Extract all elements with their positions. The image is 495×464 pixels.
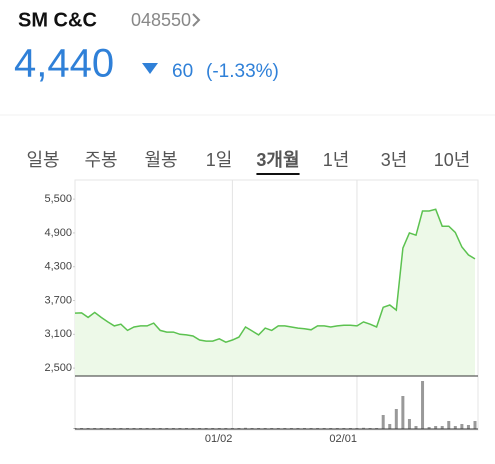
volume-bar <box>407 419 411 429</box>
volume-bar <box>473 421 477 429</box>
plot-frame <box>74 179 479 431</box>
tab-bar: 일봉 주봉 월봉 1일 3개월 1년 3년 10년 <box>26 150 471 175</box>
volume-bar <box>414 426 418 429</box>
price-area <box>75 209 475 376</box>
volume-bar <box>394 409 398 429</box>
tab[interactable]: 1년 <box>323 150 350 170</box>
tab[interactable]: 주봉 <box>84 150 117 170</box>
x-tick-label: 01/02 <box>205 433 233 445</box>
y-tick-label: 3,700 <box>44 294 72 306</box>
change-rate: (-1.33%) <box>206 61 279 82</box>
volume-bar <box>453 426 457 429</box>
tab[interactable]: 1일 <box>206 150 233 170</box>
x-tick-label: 02/01 <box>329 433 357 445</box>
stock-name: SM C&C <box>18 9 97 31</box>
volume-bar <box>362 427 366 429</box>
volume-bar <box>401 396 405 429</box>
price-line <box>74 208 476 344</box>
y-tick-label: 4,300 <box>44 261 72 273</box>
y-tick-label: 4,900 <box>44 227 72 239</box>
volume-bar <box>388 424 392 429</box>
y-tick-label: 3,100 <box>44 328 72 340</box>
volume-bar <box>427 427 431 429</box>
y-tick-label: 5,500 <box>44 193 72 205</box>
tab[interactable]: 3개월 <box>256 150 299 170</box>
volume-bar <box>243 427 247 429</box>
volume-bar <box>460 424 464 429</box>
volume-bar <box>447 421 451 429</box>
tab[interactable]: 월봉 <box>144 150 177 170</box>
change: 60 <box>172 61 193 82</box>
tab[interactable]: 10년 <box>434 150 471 170</box>
stock-code[interactable]: 048550 <box>131 10 191 30</box>
down-arrow-icon <box>142 63 158 74</box>
tab[interactable]: 일봉 <box>26 150 59 170</box>
price: 4,440 <box>14 42 114 86</box>
volume-bar <box>466 425 470 429</box>
chart: 01/02 02/01 2,500 3,100 3,700 4,300 4,900 5,500 <box>44 179 479 445</box>
y-tick-label: 2,500 <box>44 362 72 374</box>
volume-bar <box>440 426 444 429</box>
chevron-icon[interactable] <box>192 13 201 27</box>
volume-bar <box>434 426 438 429</box>
volume-bar <box>421 381 425 429</box>
volume-bar <box>381 415 385 429</box>
tab[interactable]: 3년 <box>381 150 408 170</box>
